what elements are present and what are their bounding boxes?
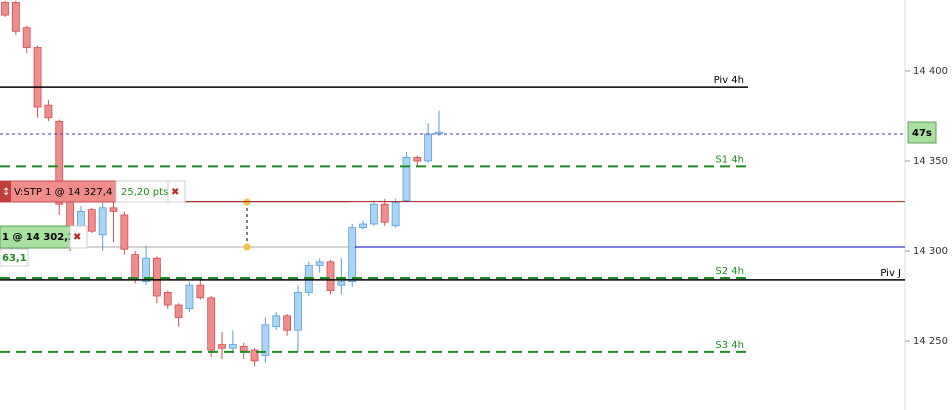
candle-body <box>261 324 270 356</box>
candle-body <box>44 104 53 119</box>
candle-body <box>359 223 367 228</box>
countdown-box <box>907 121 937 144</box>
order-label: 1 @ 14 302,2 <box>2 232 75 243</box>
candle-body <box>185 284 194 310</box>
level-label: S1 4h <box>715 154 744 165</box>
candle-body <box>66 200 74 230</box>
candle-body <box>326 261 335 292</box>
handle[interactable] <box>243 243 251 251</box>
candles <box>1 0 443 367</box>
candle-body <box>55 120 64 205</box>
candle-body <box>348 227 357 283</box>
order-pts: 25,20 pts <box>121 187 168 198</box>
order-tag[interactable]: 1 @ 14 302,2 ✖ 63,1 <box>0 225 88 267</box>
candle-body <box>22 27 31 48</box>
countdown: 47s <box>912 128 932 139</box>
order-label: V:STP 1 @ 14 327,4 <box>14 187 112 198</box>
candle-body <box>109 207 118 212</box>
y-tick-label: 14 250 <box>913 336 948 347</box>
candle-body <box>402 156 411 201</box>
candle-body <box>228 344 237 349</box>
candle-body <box>413 156 422 162</box>
level-label: S3 4h <box>715 340 744 351</box>
candle-body <box>337 281 346 286</box>
candle-body <box>218 344 226 349</box>
candle-body <box>120 214 129 250</box>
candle-body <box>1 2 9 16</box>
candle-body <box>196 284 205 299</box>
candle-body <box>33 47 42 108</box>
candle-body <box>250 349 259 362</box>
levels: Piv 4h S1 4h S2 4h Piv J S3 4h <box>0 75 905 353</box>
candle-body <box>131 254 140 281</box>
level-label: Piv J <box>880 268 901 279</box>
tag-icon-glyph: ↕ <box>2 187 10 198</box>
close-glyph: ✖ <box>171 187 179 198</box>
order-pts: 63,1 <box>2 253 27 264</box>
level-label: S2 4h <box>715 266 744 277</box>
level-label: Piv 4h <box>714 75 744 86</box>
candle-body <box>294 292 302 331</box>
candle-body <box>152 257 161 297</box>
candle-body <box>98 207 107 236</box>
order-tag[interactable]: ↕ V:STP 1 @ 14 327,4 25,20 pts ✖ <box>0 180 186 203</box>
y-tick-label: 14 400 <box>913 66 948 77</box>
candle-body <box>174 304 183 319</box>
candle-body <box>163 292 172 306</box>
y-tick-label: 14 350 <box>913 156 948 167</box>
candle-body <box>369 203 378 225</box>
y-tick-label: 14 300 <box>913 246 948 257</box>
pts-box <box>0 248 29 267</box>
candle-body <box>207 297 216 351</box>
candle-body <box>87 209 96 232</box>
candle-body <box>283 315 292 331</box>
candle-body <box>391 201 400 227</box>
candle-body <box>315 261 324 266</box>
candle-body <box>11 2 20 32</box>
candle-body <box>142 257 150 283</box>
candle-body <box>272 315 281 328</box>
tag-icon <box>0 181 11 202</box>
close-glyph: ✖ <box>73 232 81 243</box>
candle-body <box>380 203 389 223</box>
candle-body <box>424 133 433 162</box>
close-button[interactable] <box>69 225 88 249</box>
close-button[interactable] <box>167 180 186 203</box>
